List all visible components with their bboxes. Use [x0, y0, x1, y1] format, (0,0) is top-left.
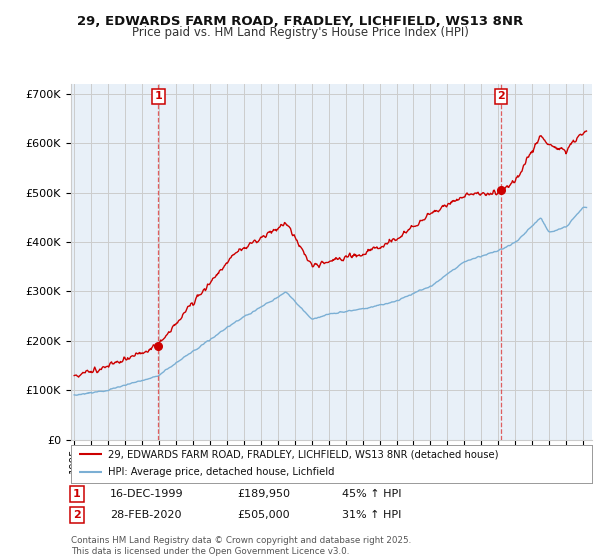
Text: 45% ↑ HPI: 45% ↑ HPI — [341, 489, 401, 499]
Text: 1: 1 — [154, 91, 162, 101]
Text: 29, EDWARDS FARM ROAD, FRADLEY, LICHFIELD, WS13 8NR (detached house): 29, EDWARDS FARM ROAD, FRADLEY, LICHFIEL… — [108, 449, 499, 459]
Text: 16-DEC-1999: 16-DEC-1999 — [110, 489, 184, 499]
Text: 2: 2 — [73, 510, 81, 520]
Text: Price paid vs. HM Land Registry's House Price Index (HPI): Price paid vs. HM Land Registry's House … — [131, 26, 469, 39]
Text: 31% ↑ HPI: 31% ↑ HPI — [341, 510, 401, 520]
Text: 29, EDWARDS FARM ROAD, FRADLEY, LICHFIELD, WS13 8NR: 29, EDWARDS FARM ROAD, FRADLEY, LICHFIEL… — [77, 15, 523, 28]
Text: 2: 2 — [497, 91, 505, 101]
Text: 28-FEB-2020: 28-FEB-2020 — [110, 510, 181, 520]
Text: HPI: Average price, detached house, Lichfield: HPI: Average price, detached house, Lich… — [108, 467, 335, 477]
Text: 1: 1 — [73, 489, 81, 499]
Text: £189,950: £189,950 — [238, 489, 290, 499]
Text: £505,000: £505,000 — [238, 510, 290, 520]
Text: Contains HM Land Registry data © Crown copyright and database right 2025.
This d: Contains HM Land Registry data © Crown c… — [71, 536, 411, 556]
